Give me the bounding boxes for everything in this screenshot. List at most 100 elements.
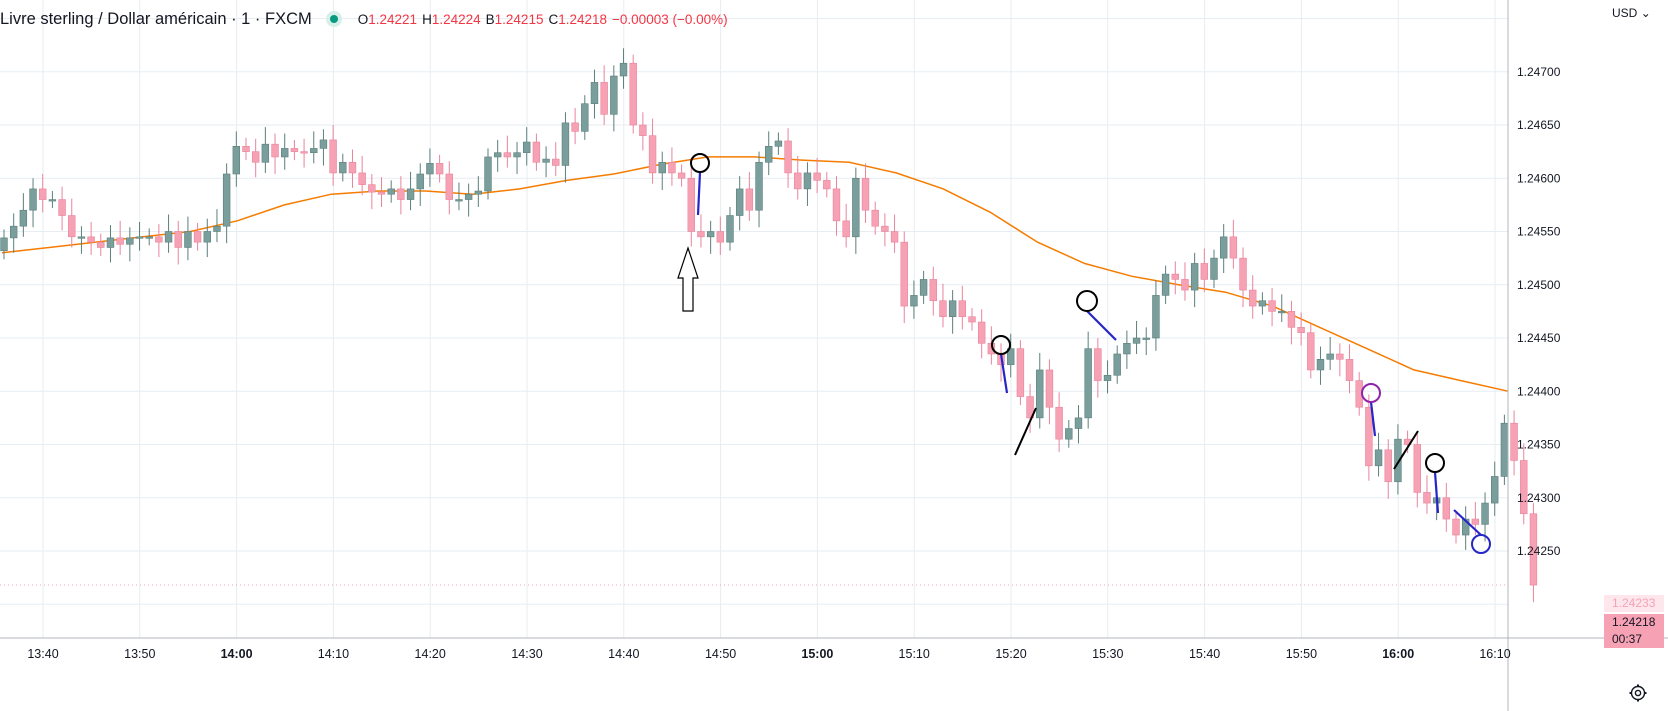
ohlc-open: O1.24221	[357, 11, 418, 27]
candle-up	[581, 103, 589, 132]
candle-up	[726, 215, 734, 243]
candle-up	[135, 236, 144, 239]
time-tick-label: 16:00	[1382, 647, 1414, 661]
candle-down	[377, 191, 386, 195]
candle-down	[648, 135, 657, 174]
slash-annotation	[1014, 407, 1037, 456]
candle-up	[319, 139, 328, 149]
candle-down	[445, 173, 453, 200]
moving-average-path	[1, 156, 1509, 392]
candle-up	[416, 173, 424, 190]
candle-up	[184, 231, 192, 248]
price-tick-label: 1.24300	[1517, 491, 1561, 505]
candle-down	[687, 177, 695, 232]
candle-down	[271, 143, 279, 158]
time-tick-label: 14:20	[415, 647, 446, 661]
last-price: 1.24218	[1612, 615, 1656, 629]
time-tick-label: 14:30	[511, 647, 542, 661]
gear-icon[interactable]	[1628, 683, 1648, 703]
candle-up	[1258, 300, 1267, 307]
time-tick-label: 15:00	[801, 647, 833, 661]
ohlc-high: H1.24224	[422, 11, 481, 27]
currency-selector[interactable]: USD ⌄	[1612, 6, 1651, 20]
blue-trend-line	[1433, 471, 1440, 514]
time-axis-labels: 13:40 13:50 14:00 14:10 14:20 14:30 14:40 14:50…	[27, 647, 1510, 661]
candle-down	[813, 172, 821, 181]
candle-down	[39, 188, 47, 200]
candle-down	[552, 158, 560, 166]
candle-up	[0, 237, 8, 251]
candle-up	[203, 231, 211, 243]
blue-trend-line	[1369, 401, 1377, 437]
time-tick-label: 14:40	[608, 647, 639, 661]
candle-down	[1229, 236, 1238, 259]
candle-up	[1152, 295, 1160, 339]
candle-down	[871, 209, 879, 227]
candle-up	[164, 231, 173, 243]
grid-lines	[0, 0, 1508, 638]
chevron-down-icon: ⌄	[1640, 6, 1651, 20]
candle-up	[1326, 353, 1334, 360]
candle-down	[87, 236, 95, 243]
candle-down	[1529, 513, 1538, 586]
candle-down	[900, 241, 908, 307]
candle-up	[803, 172, 812, 190]
candle-down	[939, 300, 947, 318]
candle-down	[929, 279, 937, 302]
candle-down	[1297, 327, 1305, 333]
ohlc-low: B1.24215	[485, 11, 544, 27]
market-status-icon[interactable]	[325, 11, 342, 27]
candle-down	[745, 188, 754, 211]
candle-down	[1384, 449, 1392, 483]
candle-up	[19, 209, 28, 227]
price-tick-label: 1.24500	[1517, 278, 1561, 292]
candle-down	[348, 161, 357, 174]
candle-up	[213, 225, 221, 232]
candle-down	[174, 231, 182, 248]
candle-up	[1491, 476, 1499, 504]
candle-up	[1219, 236, 1228, 259]
candle-down	[629, 62, 637, 126]
time-tick-label: 14:50	[705, 647, 736, 661]
candle-up	[1210, 257, 1218, 280]
candle-up	[513, 152, 521, 158]
time-tick-label: 16:10	[1479, 647, 1510, 661]
symbol-title[interactable]: Livre sterling / Dollar américain · 1 · …	[0, 9, 312, 28]
candle-up	[261, 143, 270, 163]
candle-down	[823, 180, 831, 190]
candle-up	[281, 148, 289, 158]
candle-up	[1142, 337, 1150, 340]
candle-up	[1007, 348, 1015, 365]
candle-down	[1471, 518, 1480, 525]
candle-down	[397, 188, 405, 200]
candle-up	[774, 140, 783, 147]
candle-down	[677, 172, 686, 179]
circle-annotation	[1361, 383, 1381, 403]
time-tick-label: 15:50	[1286, 647, 1317, 661]
blue-trend-line	[999, 353, 1009, 394]
candle-down	[1423, 492, 1431, 504]
time-tick-label: 13:40	[27, 647, 58, 661]
candle-down	[1249, 289, 1257, 307]
candle-up	[222, 173, 231, 227]
price-tick-label: 1.24400	[1517, 384, 1561, 398]
candle-down	[1181, 279, 1189, 291]
candle-up	[910, 295, 918, 307]
ohlc-close: C1.24218	[548, 11, 608, 27]
symbol-legend: Livre sterling / Dollar américain · 1 · …	[0, 8, 728, 30]
candle-down	[97, 241, 105, 248]
candle-down	[435, 163, 444, 175]
candle-down	[958, 300, 967, 318]
candle-down	[290, 148, 299, 152]
blue-trend-line	[1453, 509, 1482, 536]
candle-up	[1190, 263, 1199, 291]
candle-down	[1045, 369, 1054, 408]
candle-down	[503, 152, 512, 158]
up-arrow-annotation	[677, 246, 699, 312]
candle-down	[832, 188, 841, 222]
candle-down	[968, 316, 976, 323]
candle-down	[1287, 311, 1296, 328]
time-tick-label: 14:10	[318, 647, 349, 661]
candle-up	[1278, 311, 1286, 314]
